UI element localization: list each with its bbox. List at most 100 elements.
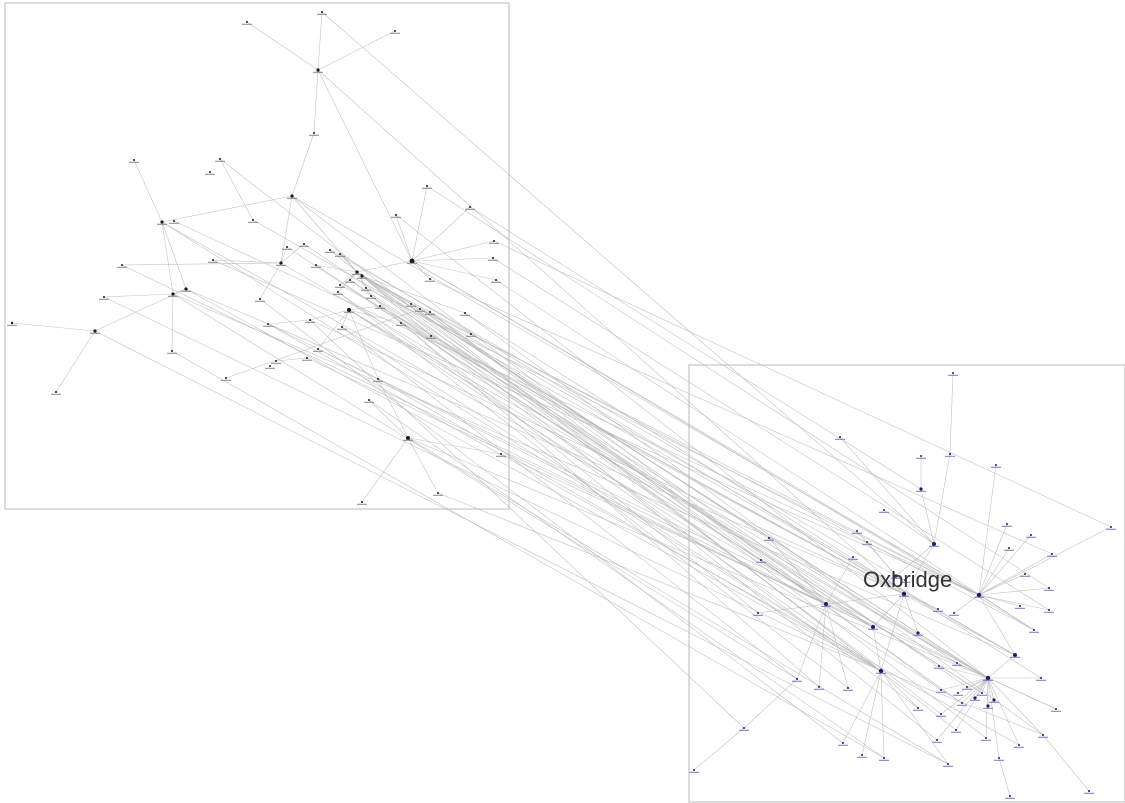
node-right-30[interactable] bbox=[916, 631, 920, 635]
node-right-29[interactable] bbox=[871, 625, 875, 629]
node-left-51[interactable] bbox=[10, 321, 14, 325]
node-left-21[interactable] bbox=[409, 258, 415, 264]
node-right-6[interactable] bbox=[883, 509, 885, 511]
node-right-55[interactable] bbox=[883, 757, 885, 759]
node-left-23[interactable] bbox=[279, 261, 283, 265]
node-left-22[interactable] bbox=[212, 259, 214, 261]
node-left-12[interactable] bbox=[426, 185, 428, 187]
node-left-33[interactable] bbox=[349, 279, 351, 281]
node-right-53[interactable] bbox=[842, 742, 844, 744]
node-left-63[interactable] bbox=[500, 453, 502, 455]
node-right-32[interactable] bbox=[1013, 653, 1017, 657]
node-left-6[interactable] bbox=[219, 158, 221, 160]
node-right-52[interactable] bbox=[1018, 744, 1020, 746]
node-left-40[interactable] bbox=[347, 308, 351, 312]
node-left-43[interactable] bbox=[410, 303, 412, 305]
node-right-62[interactable] bbox=[904, 579, 906, 581]
node-left-8[interactable] bbox=[290, 194, 294, 198]
node-right-54[interactable] bbox=[743, 727, 745, 729]
node-right-11[interactable] bbox=[1030, 534, 1032, 536]
node-right-13[interactable] bbox=[1008, 547, 1010, 549]
node-left-54[interactable] bbox=[317, 348, 319, 350]
node-right-31[interactable] bbox=[1033, 629, 1035, 631]
node-right-20[interactable] bbox=[901, 591, 907, 597]
node-left-58[interactable] bbox=[225, 377, 227, 379]
node-left-36[interactable] bbox=[337, 291, 339, 293]
node-right-16[interactable] bbox=[852, 556, 854, 558]
node-left-34[interactable] bbox=[339, 284, 341, 286]
node-left-44[interactable] bbox=[429, 311, 431, 313]
node-left-24[interactable] bbox=[121, 264, 123, 266]
node-right-27[interactable] bbox=[1019, 605, 1021, 607]
node-right-34[interactable] bbox=[878, 668, 884, 674]
node-right-0[interactable] bbox=[952, 372, 954, 374]
node-right-64[interactable] bbox=[973, 696, 977, 700]
node-right-49[interactable] bbox=[936, 739, 938, 741]
node-right-21[interactable] bbox=[976, 592, 982, 598]
node-right-44[interactable] bbox=[961, 702, 963, 704]
node-right-48[interactable] bbox=[955, 729, 957, 731]
node-right-33[interactable] bbox=[956, 662, 958, 664]
node-right-15[interactable] bbox=[768, 537, 770, 539]
node-left-32[interactable] bbox=[360, 274, 364, 278]
node-left-42[interactable] bbox=[464, 312, 466, 314]
node-left-26[interactable] bbox=[429, 278, 431, 280]
node-left-10[interactable] bbox=[173, 220, 175, 222]
node-left-25[interactable] bbox=[315, 264, 317, 266]
node-left-45[interactable] bbox=[267, 323, 269, 325]
node-left-62[interactable] bbox=[406, 436, 410, 440]
node-left-49[interactable] bbox=[430, 335, 432, 337]
node-right-36[interactable] bbox=[796, 678, 798, 680]
node-right-63[interactable] bbox=[992, 698, 996, 702]
node-left-17[interactable] bbox=[339, 253, 341, 255]
node-left-53[interactable] bbox=[171, 350, 173, 352]
node-left-38[interactable] bbox=[259, 298, 261, 300]
node-left-15[interactable] bbox=[303, 243, 305, 245]
node-right-17[interactable] bbox=[760, 559, 762, 561]
node-right-26[interactable] bbox=[824, 602, 828, 606]
node-left-31[interactable] bbox=[355, 270, 359, 274]
node-right-24[interactable] bbox=[953, 612, 955, 614]
node-right-57[interactable] bbox=[947, 763, 949, 765]
node-right-59[interactable] bbox=[861, 754, 863, 756]
node-right-46[interactable] bbox=[917, 707, 919, 709]
node-left-35[interactable] bbox=[365, 287, 367, 289]
node-right-14[interactable] bbox=[1051, 553, 1053, 555]
node-left-39[interactable] bbox=[379, 305, 381, 307]
node-left-0[interactable] bbox=[321, 11, 323, 13]
node-right-1[interactable] bbox=[839, 436, 841, 438]
node-left-64[interactable] bbox=[437, 492, 439, 494]
node-right-8[interactable] bbox=[856, 530, 858, 532]
node-right-60[interactable] bbox=[1009, 795, 1011, 797]
node-right-10[interactable] bbox=[1006, 523, 1008, 525]
node-left-13[interactable] bbox=[469, 206, 471, 208]
node-left-28[interactable] bbox=[184, 287, 188, 291]
node-right-39[interactable] bbox=[1040, 677, 1042, 679]
node-right-61[interactable] bbox=[1088, 790, 1090, 792]
node-right-18[interactable] bbox=[1024, 573, 1026, 575]
node-right-23[interactable] bbox=[937, 608, 939, 610]
node-left-60[interactable] bbox=[368, 399, 370, 401]
node-left-3[interactable] bbox=[316, 68, 320, 72]
node-right-41[interactable] bbox=[847, 687, 849, 689]
node-right-42[interactable] bbox=[940, 689, 942, 691]
node-left-16[interactable] bbox=[286, 246, 288, 248]
node-left-46[interactable] bbox=[309, 319, 311, 321]
node-right-2[interactable] bbox=[920, 455, 922, 457]
node-right-66[interactable] bbox=[957, 692, 959, 694]
node-left-1[interactable] bbox=[246, 21, 248, 23]
node-right-65[interactable] bbox=[986, 704, 990, 708]
node-right-9[interactable] bbox=[866, 541, 868, 543]
node-right-28[interactable] bbox=[1048, 609, 1050, 611]
node-left-52[interactable] bbox=[93, 329, 97, 333]
node-right-43[interactable] bbox=[981, 692, 983, 694]
node-right-50[interactable] bbox=[985, 737, 987, 739]
node-left-50[interactable] bbox=[470, 333, 472, 335]
node-left-20[interactable] bbox=[492, 257, 494, 259]
node-left-55[interactable] bbox=[275, 360, 277, 362]
node-left-18[interactable] bbox=[329, 249, 331, 251]
node-left-5[interactable] bbox=[133, 159, 135, 161]
node-right-37[interactable] bbox=[938, 665, 940, 667]
node-right-51[interactable] bbox=[1042, 734, 1044, 736]
node-right-38[interactable] bbox=[966, 686, 968, 688]
